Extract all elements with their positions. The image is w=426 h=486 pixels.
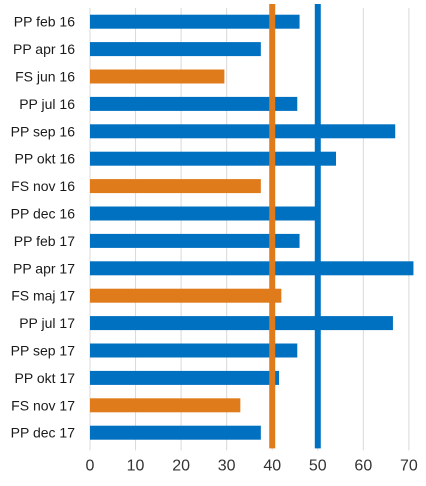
- bar: [90, 96, 298, 111]
- x-tick-label: 50: [309, 457, 327, 474]
- bar: [90, 69, 225, 84]
- x-tick-label: 70: [400, 457, 418, 474]
- bar: [90, 124, 396, 139]
- category-label: PP jul 16: [19, 96, 75, 112]
- category-label: PP sep 16: [11, 123, 76, 139]
- x-tick-label: 30: [218, 457, 236, 474]
- x-tick-label: 40: [263, 457, 281, 474]
- bar: [90, 316, 393, 331]
- reference-lines: [269, 4, 321, 449]
- category-label: FS jun 16: [15, 69, 75, 85]
- category-label: FS nov 17: [11, 397, 75, 413]
- category-label: PP jul 17: [19, 315, 75, 331]
- category-label: PP okt 16: [15, 151, 76, 167]
- x-tick-label: 20: [172, 457, 190, 474]
- bar: [90, 151, 336, 166]
- category-labels: PP feb 16 PP apr 16 FS jun 16 PP jul 16 PP s…: [11, 14, 76, 441]
- category-label: PP apr 17: [13, 260, 75, 276]
- category-label: FS nov 16: [11, 178, 75, 194]
- category-label: PP dec 17: [11, 425, 76, 441]
- bar: [90, 288, 282, 303]
- category-label: PP dec 16: [11, 206, 76, 222]
- category-label: FS maj 17: [11, 288, 75, 304]
- x-tick-label: 60: [354, 457, 372, 474]
- bar: [90, 343, 298, 358]
- bar: [90, 179, 261, 194]
- category-label: PP feb 17: [14, 233, 75, 249]
- category-label: PP sep 17: [11, 343, 76, 359]
- category-label: PP apr 16: [13, 41, 75, 57]
- x-tick-labels: 0 10 20 30 40 50 60 70: [86, 457, 418, 474]
- category-label: PP okt 17: [15, 370, 76, 386]
- bar: [90, 370, 280, 385]
- bar: [90, 42, 261, 57]
- bars: [90, 14, 414, 440]
- bar: [90, 14, 300, 29]
- bar: [90, 425, 261, 440]
- bar: [90, 233, 300, 248]
- bar: [90, 398, 241, 413]
- x-tick-label: 10: [127, 457, 145, 474]
- bar: [90, 261, 414, 276]
- category-label: PP feb 16: [14, 14, 75, 30]
- x-tick-label: 0: [86, 457, 95, 474]
- bar: [90, 206, 318, 221]
